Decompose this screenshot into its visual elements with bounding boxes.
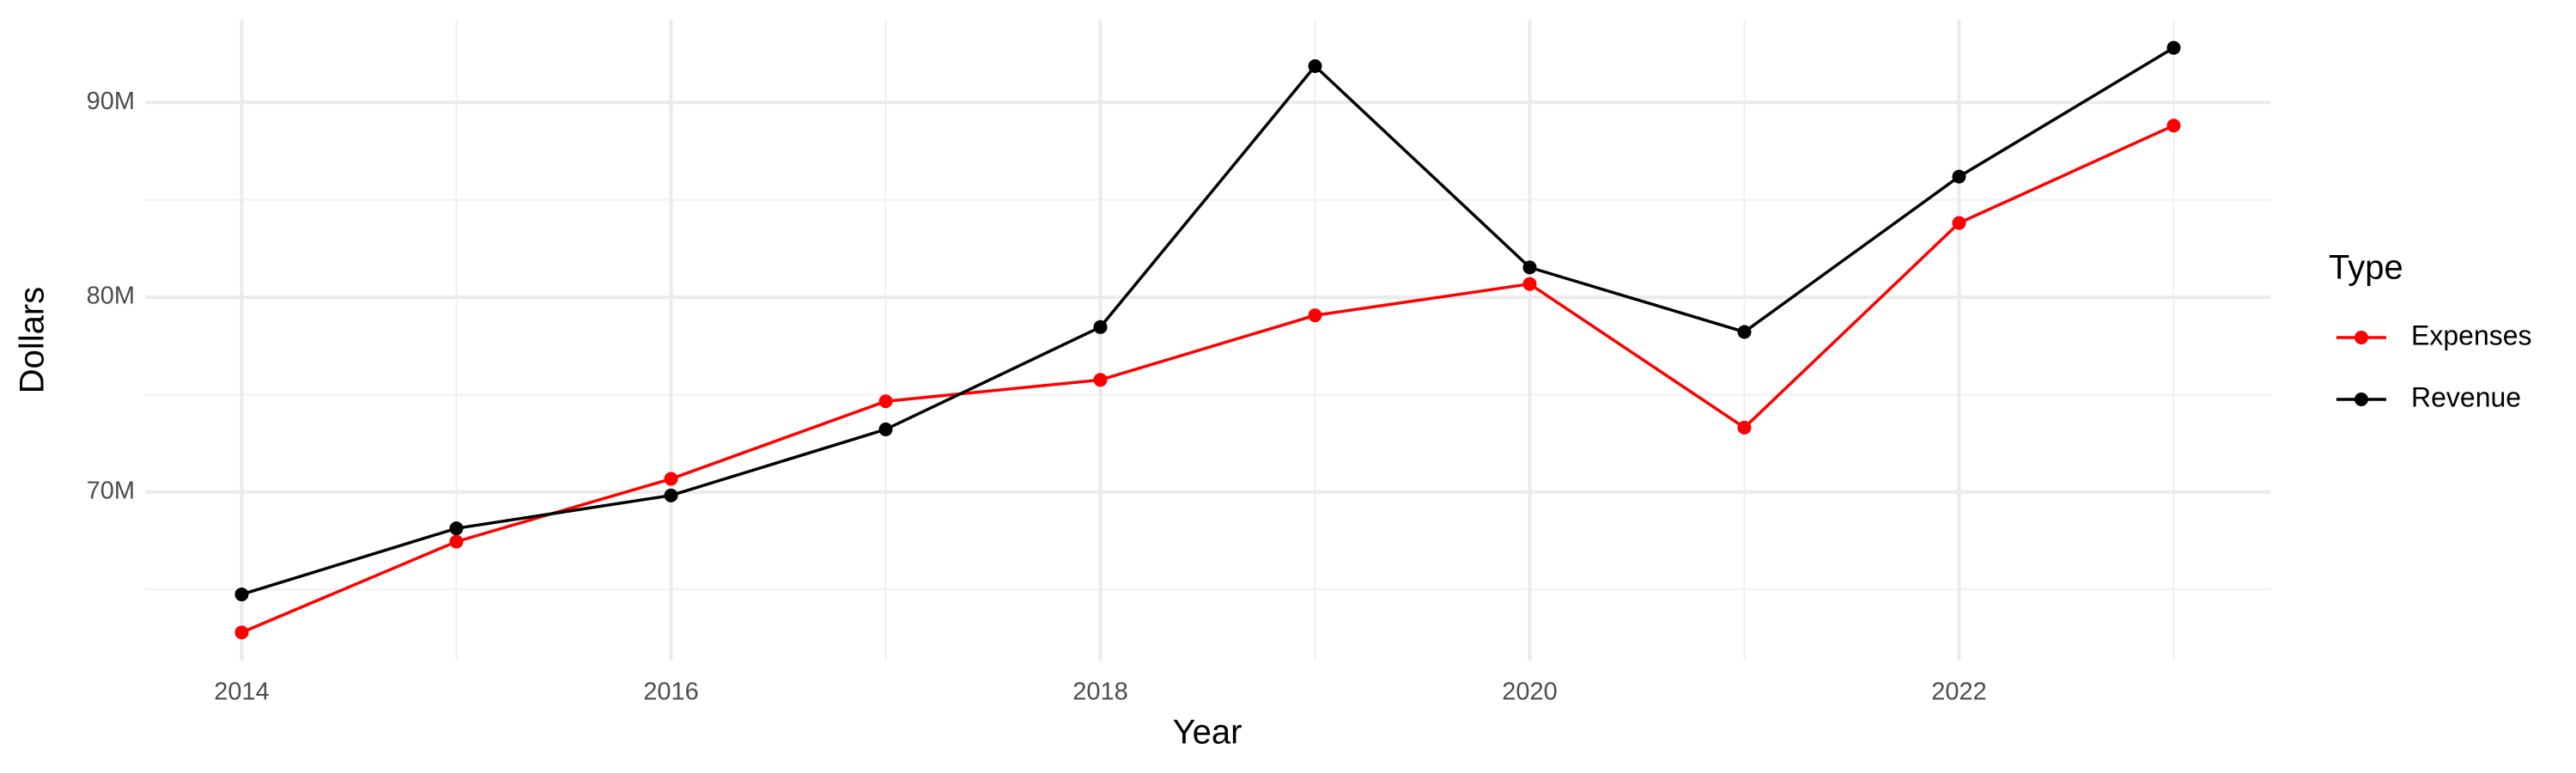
y-tick-label: 80M	[87, 283, 135, 310]
data-point	[1093, 373, 1108, 387]
data-point	[664, 488, 678, 502]
x-axis-title: Year	[1173, 714, 1242, 752]
legend-marker	[2354, 393, 2368, 406]
data-point	[2166, 119, 2181, 133]
data-point	[449, 521, 464, 536]
series-line	[240, 124, 2175, 634]
y-axis-title: Dollars	[14, 287, 52, 393]
data-point	[878, 394, 893, 409]
data-point	[449, 534, 464, 549]
data-point	[2166, 40, 2181, 55]
legend-title: Type	[2329, 249, 2403, 287]
y-tick-label: 70M	[87, 478, 135, 505]
x-tick-label: 2020	[1502, 679, 1558, 706]
data-point	[1093, 320, 1108, 334]
legend-entry: Expenses	[2336, 320, 2532, 350]
data-point	[1737, 325, 1752, 339]
data-point	[1522, 277, 1537, 291]
series-line	[240, 46, 2175, 596]
data-point	[234, 625, 249, 640]
data-point	[1308, 58, 1322, 73]
legend-entry: Revenue	[2336, 381, 2521, 412]
legend-label: Revenue	[2411, 381, 2521, 412]
y-tick-label: 90M	[87, 88, 135, 115]
data-point	[1737, 420, 1752, 435]
data-point	[234, 587, 249, 602]
x-tick-label: 2018	[1072, 679, 1128, 706]
data-point	[664, 472, 678, 486]
x-tick-label: 2022	[1931, 679, 1987, 706]
data-point	[1308, 308, 1322, 323]
x-tick-label: 2016	[643, 679, 699, 706]
data-point	[1522, 260, 1537, 275]
data-point	[878, 422, 893, 436]
data-point	[1952, 169, 1966, 184]
x-tick-label: 2014	[214, 679, 270, 706]
legend-label: Expenses	[2411, 320, 2532, 350]
data-point	[1952, 216, 1966, 230]
grid	[145, 20, 2270, 660]
legend-marker	[2354, 331, 2368, 344]
